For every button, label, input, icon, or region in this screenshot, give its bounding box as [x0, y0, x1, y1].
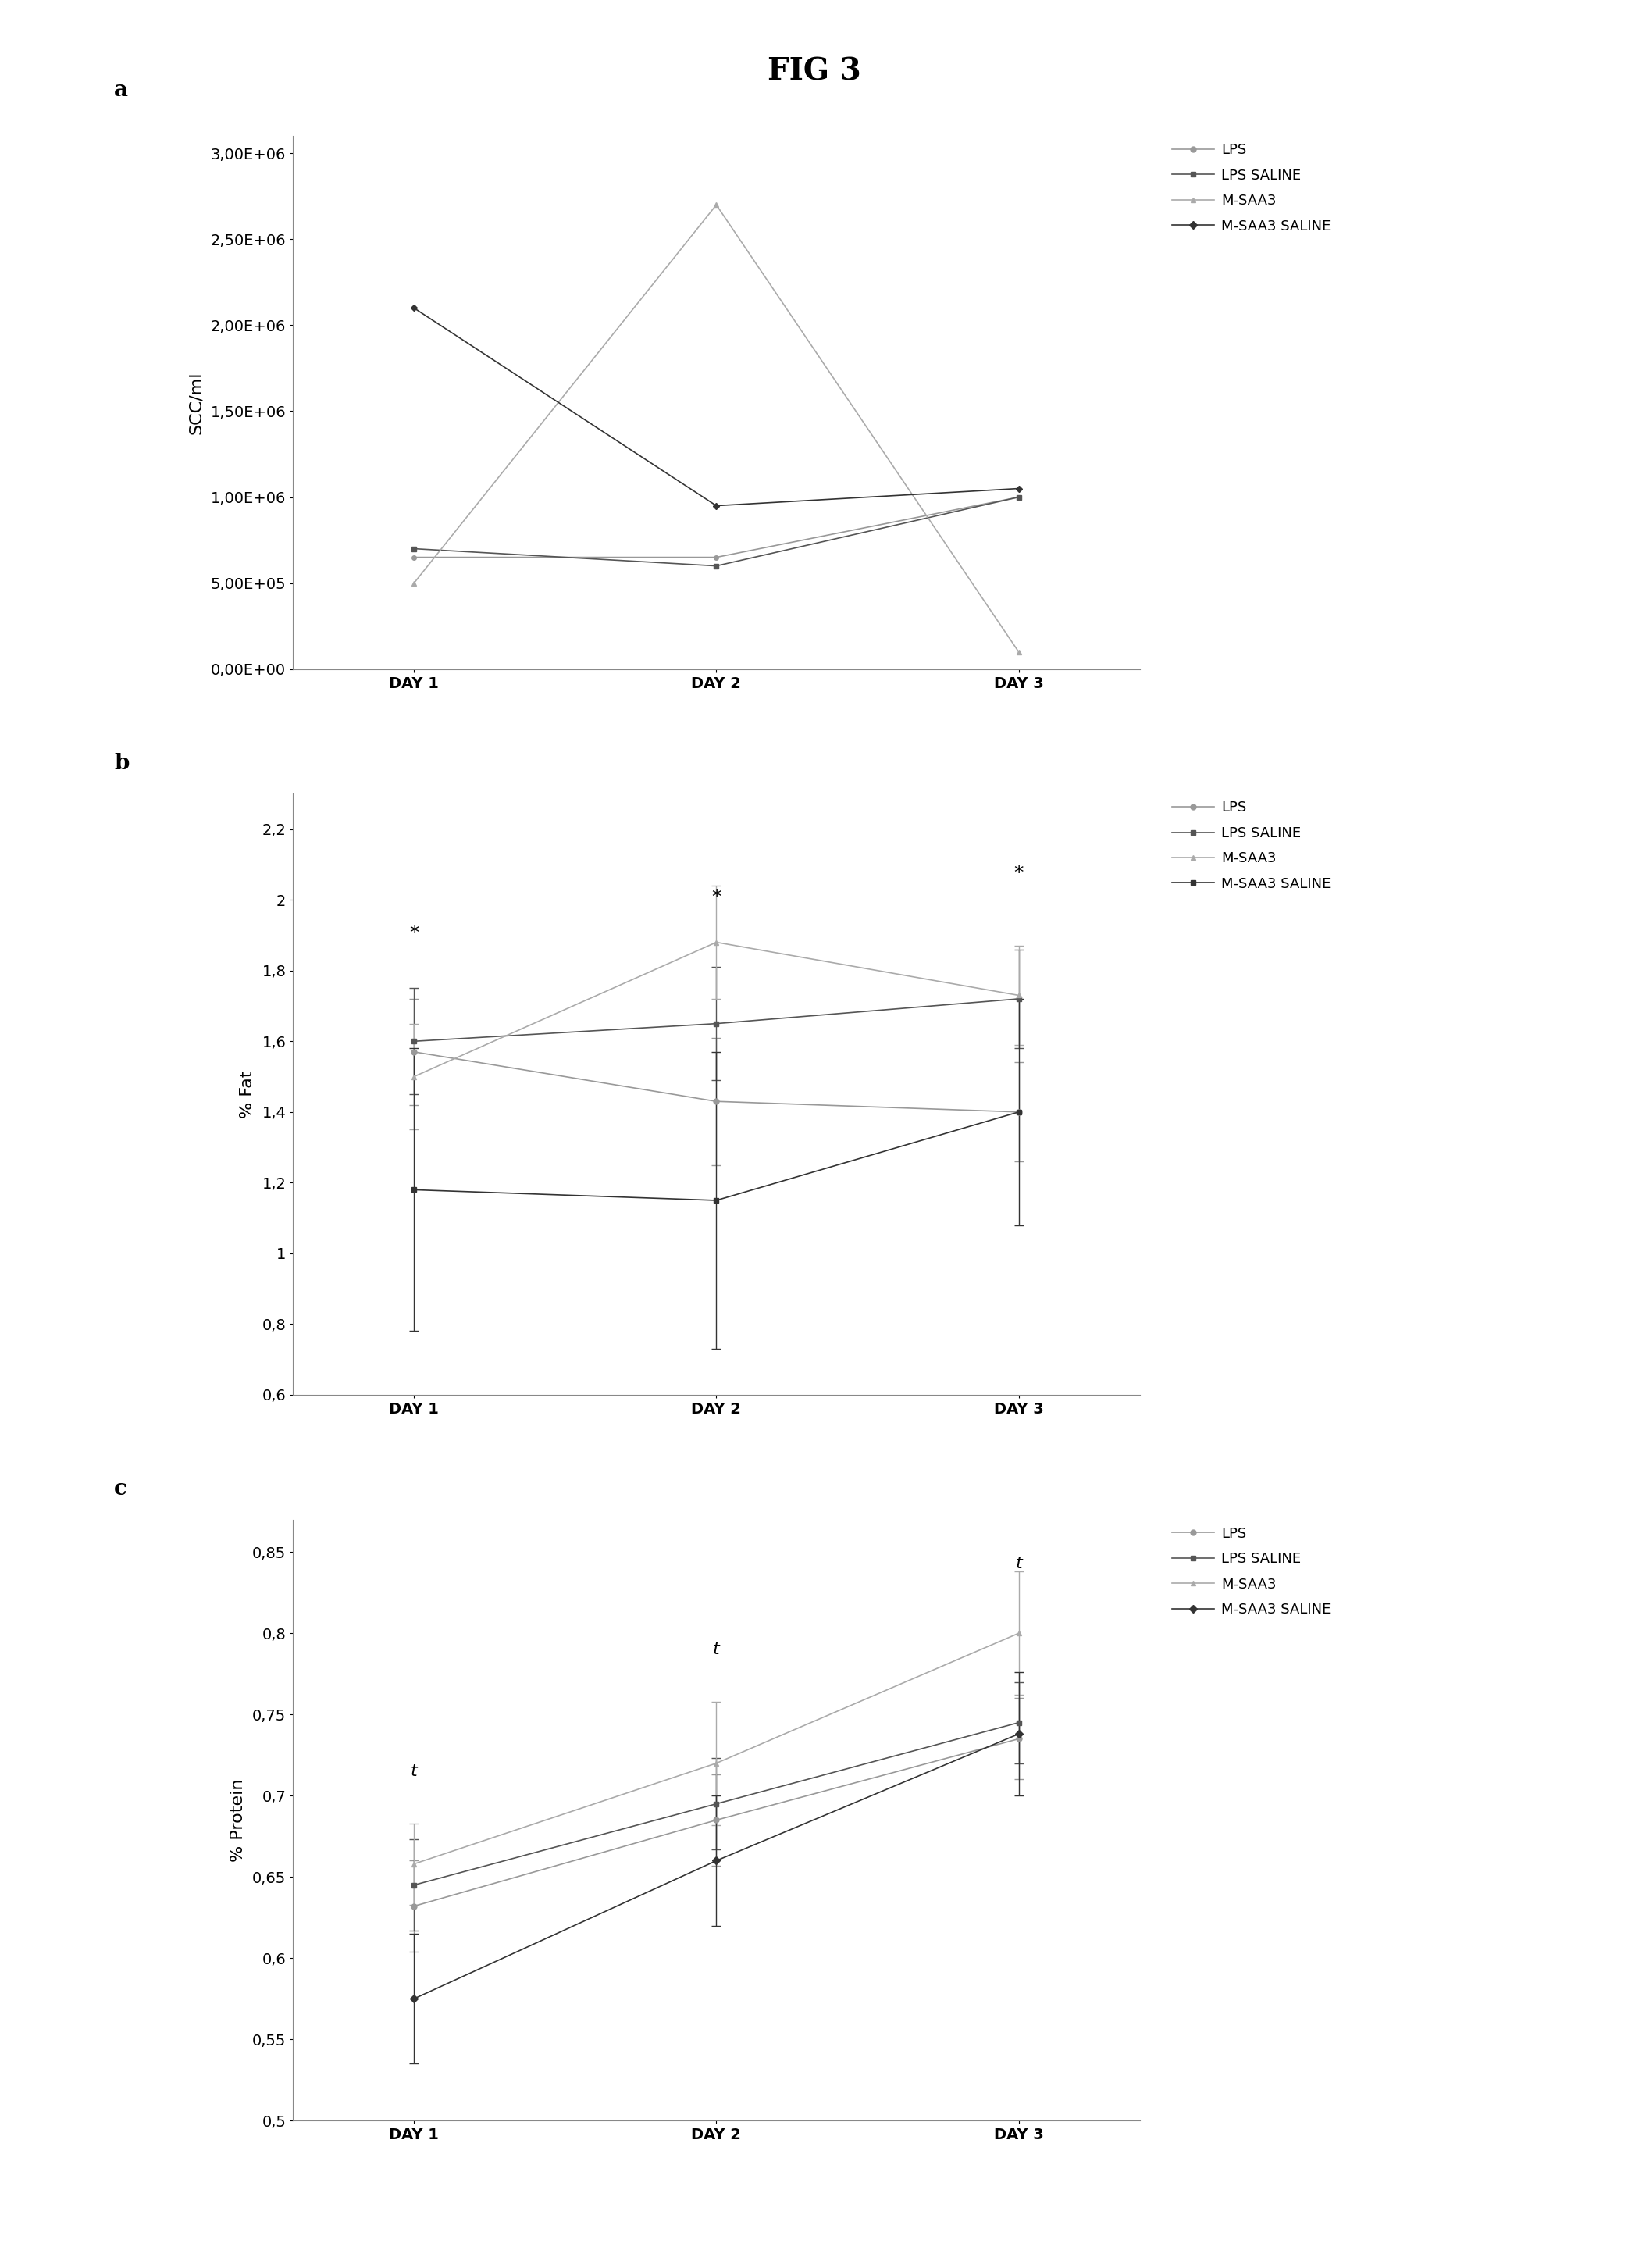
M-SAA3 SALINE: [707, 492, 726, 519]
M-SAA3: [707, 191, 726, 218]
Text: a: a: [114, 79, 129, 100]
LPS SALINE: [404, 535, 423, 562]
M-SAA3 SALINE: [1009, 474, 1029, 501]
M-SAA3: [404, 569, 423, 596]
Y-axis label: % Fat: % Fat: [239, 1070, 256, 1118]
Text: *: *: [711, 889, 721, 907]
Text: *: *: [1014, 864, 1024, 882]
Line: M-SAA3: M-SAA3: [412, 202, 1021, 653]
M-SAA3: [1009, 637, 1029, 665]
LPS: [404, 544, 423, 572]
Line: M-SAA3 SALINE: M-SAA3 SALINE: [412, 306, 1021, 508]
Legend: LPS, LPS SALINE, M-SAA3, M-SAA3 SALINE: LPS, LPS SALINE, M-SAA3, M-SAA3 SALINE: [1172, 801, 1332, 891]
Text: FIG 3: FIG 3: [767, 57, 861, 86]
Text: t: t: [410, 1765, 417, 1780]
M-SAA3 SALINE: [404, 295, 423, 322]
Legend: LPS, LPS SALINE, M-SAA3, M-SAA3 SALINE: LPS, LPS SALINE, M-SAA3, M-SAA3 SALINE: [1172, 143, 1332, 234]
LPS: [1009, 483, 1029, 510]
Text: t: t: [713, 1642, 720, 1658]
Text: b: b: [114, 753, 129, 773]
Text: t: t: [1016, 1556, 1022, 1572]
LPS SALINE: [707, 553, 726, 581]
Legend: LPS, LPS SALINE, M-SAA3, M-SAA3 SALINE: LPS, LPS SALINE, M-SAA3, M-SAA3 SALINE: [1172, 1526, 1332, 1617]
Text: *: *: [409, 923, 418, 941]
Y-axis label: SCC/ml: SCC/ml: [189, 372, 204, 433]
Line: LPS SALINE: LPS SALINE: [412, 494, 1021, 567]
Line: LPS: LPS: [412, 494, 1021, 560]
Text: c: c: [114, 1479, 127, 1499]
LPS: [707, 544, 726, 572]
LPS SALINE: [1009, 483, 1029, 510]
Y-axis label: % Protein: % Protein: [230, 1778, 246, 1862]
